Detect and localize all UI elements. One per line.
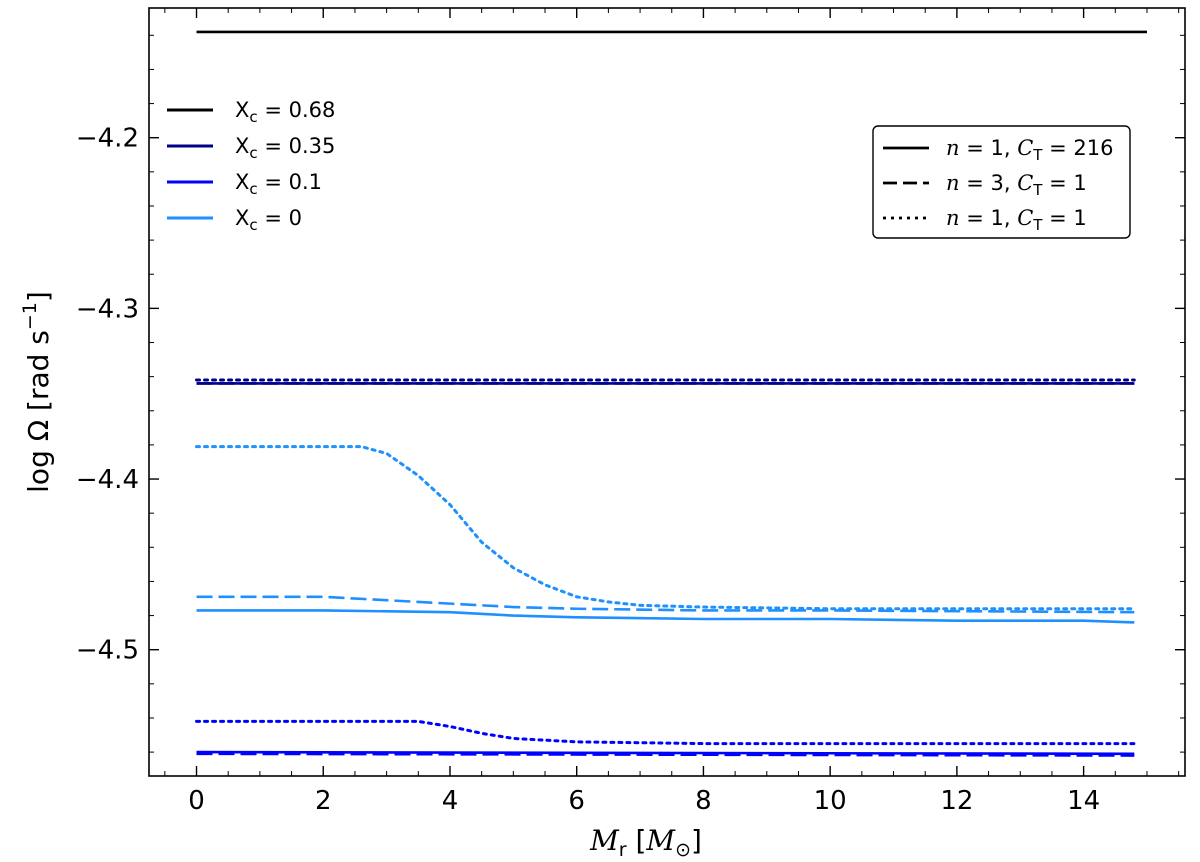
legend-color-label: Xc = 0.1: [235, 170, 322, 198]
legend-style-label: n = 3, CT = 1: [946, 171, 1087, 199]
series-line-xc-0-dotted: [195, 445, 1136, 611]
plot-frame: [148, 7, 1186, 777]
legend-colors: Xc = 0.68 Xc = 0.35 Xc = 0.1 Xc = 0: [167, 98, 335, 234]
x-tick-label: 0: [188, 786, 205, 816]
x-tick-label: 10: [814, 786, 847, 816]
y-axis-label: log Ω [rad s−1]: [19, 291, 55, 493]
y-tick-label: −4.3: [76, 294, 139, 324]
series-line-xc-0-solid: [196, 609, 1135, 624]
legend-styles-box: [872, 125, 1131, 239]
legend-style-label: n = 1, CT = 1: [946, 206, 1087, 234]
x-tick-label: 4: [442, 786, 459, 816]
x-tick-label: 2: [315, 786, 332, 816]
series-line-xc-0_1-dotted: [195, 719, 1136, 746]
legend-styles: n = 1, CT = 216 n = 3, CT = 1 n = 1, CT = …: [872, 125, 1131, 239]
legend-color-label: Xc = 0.68: [235, 98, 335, 126]
legend-color-label: Xc = 0: [235, 206, 302, 234]
series-line-xc-0_1-solid: [196, 750, 1135, 756]
x-tick-label: 6: [568, 786, 585, 816]
y-ticks: −4.2 −4.3 −4.4 −4.5: [76, 34, 1185, 753]
y-tick-label: −4.4: [76, 465, 139, 495]
series-line-xc-0-dashed: [196, 595, 1135, 614]
x-ticks: 0 2 4 6 8 10 12 14: [164, 8, 1180, 816]
x-tick-label: 8: [695, 786, 712, 816]
series-layer: [195, 30, 1147, 757]
series-line-xc-0_1-dashed: [196, 752, 1135, 757]
x-axis-label: Mr [M⊙]: [589, 824, 702, 861]
legend-style-label: n = 1, CT = 216: [946, 136, 1113, 164]
y-tick-label: −4.5: [76, 636, 139, 666]
y-tick-label: −4.2: [76, 124, 139, 154]
x-tick-label: 12: [940, 786, 973, 816]
x-tick-label: 14: [1067, 786, 1100, 816]
legend-color-label: Xc = 0.35: [235, 134, 335, 162]
